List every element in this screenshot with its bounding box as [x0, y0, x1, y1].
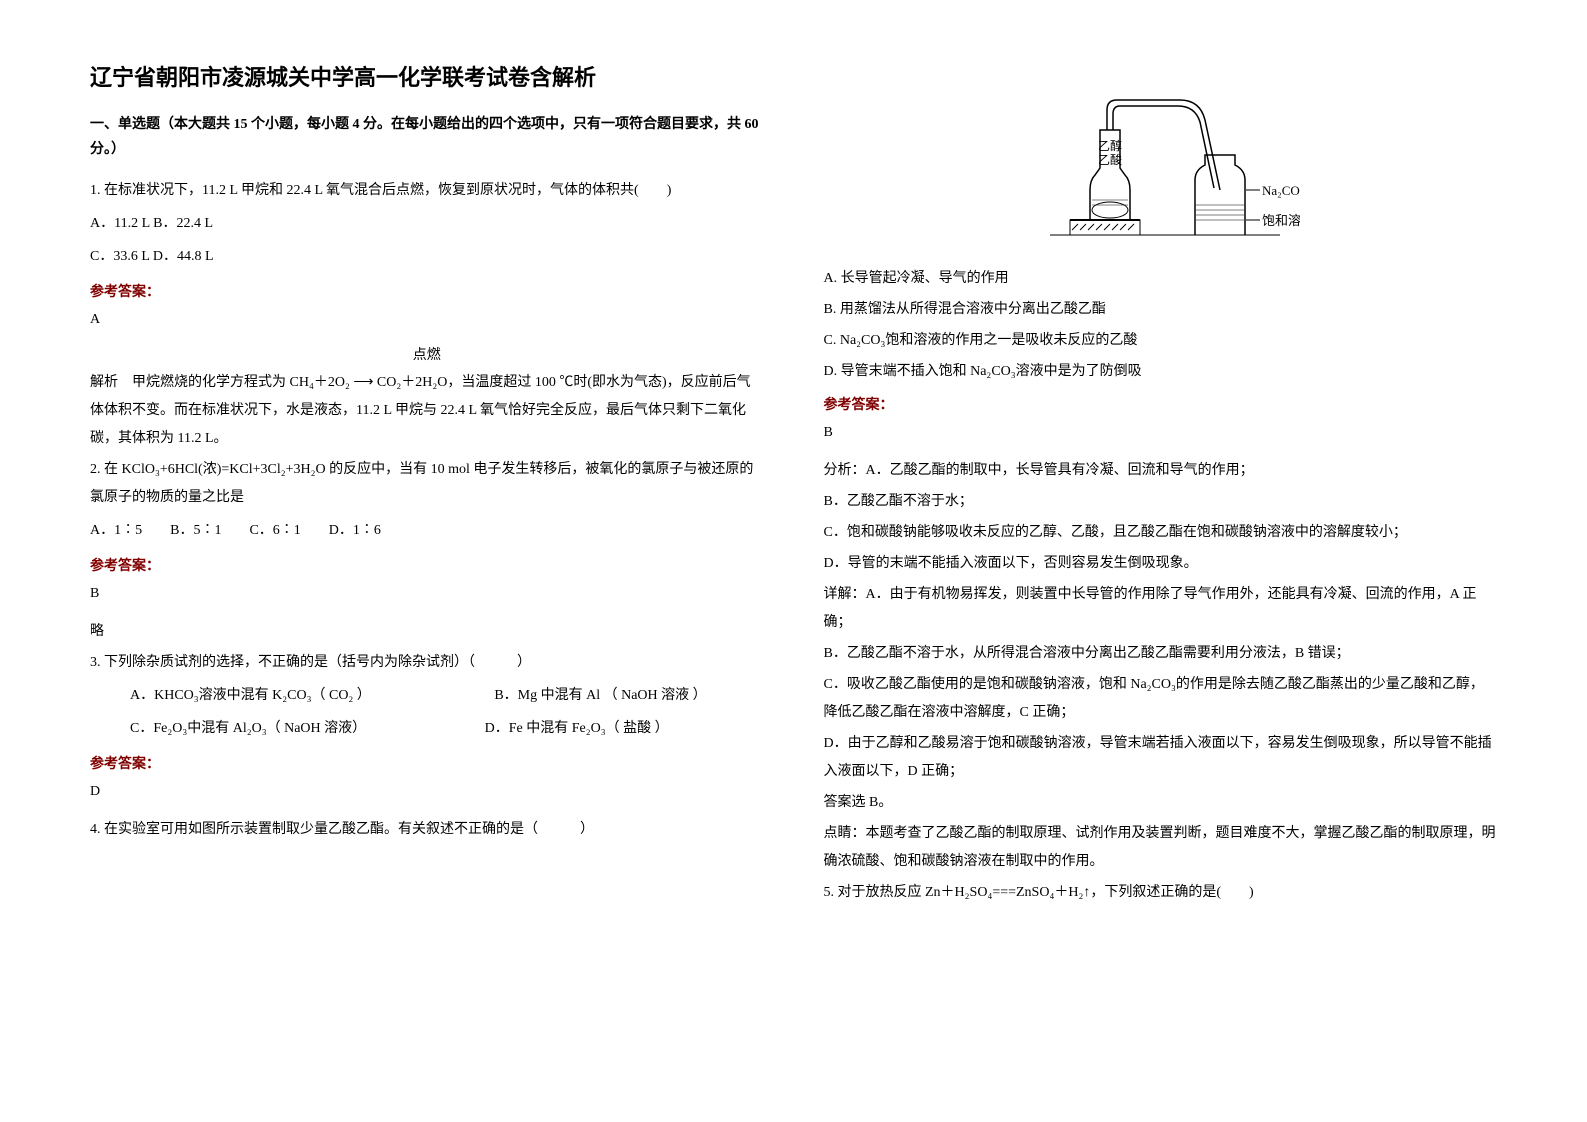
q1-text: 1. 在标准状况下，11.2 L 甲烷和 22.4 L 氧气混合后点燃，恢复到原…	[90, 177, 764, 205]
q4-opt-a: A. 长导管起冷凝、导气的作用	[824, 265, 1498, 293]
left-column: 辽宁省朝阳市凌源城关中学高一化学联考试卷含解析 一、单选题（本大题共 15 个小…	[90, 60, 764, 1062]
q2-note: 略	[90, 618, 764, 646]
q2-opts: A．1∶5 B．5∶1 C．6∶1 D．1∶6	[90, 517, 764, 545]
apparatus-diagram: 乙醇 乙酸 Na₂CO₃ 饱和溶液	[824, 60, 1498, 250]
q4-opt-b: B. 用蒸馏法从所得混合溶液中分离出乙酸乙酯	[824, 296, 1498, 324]
q4-analysis-9: 答案选 B。	[824, 789, 1498, 817]
q4-analysis-8: D．由于乙醇和乙酸易溶于饱和碳酸钠溶液，导管末端若插入液面以下，容易发生倒吸现象…	[824, 730, 1498, 786]
svg-text:饱和溶液: 饱和溶液	[1262, 213, 1300, 228]
q4-analysis-5: 详解：A．由于有机物易挥发，则装置中长导管的作用除了导气作用外，还能具有冷凝、回…	[824, 581, 1498, 637]
svg-text:Na₂CO₃: Na₂CO₃	[1262, 183, 1300, 198]
q3-text: 3. 下列除杂质试剂的选择，不正确的是（括号内为除杂试剂）（ ）	[90, 649, 764, 677]
q3-answer-label: 参考答案：	[90, 753, 764, 773]
q1-explain: 解析 甲烷燃烧的化学方程式为 CH₄＋2O₂ ⟶ CO₂＋2H₂O，当温度超过 …	[90, 369, 764, 453]
q2-answer-label: 参考答案：	[90, 555, 764, 575]
right-column: 乙醇 乙酸 Na₂CO₃ 饱和溶液 A. 长导管起冷凝、导气的作用 B. 用蒸馏…	[824, 60, 1498, 1062]
svg-text:乙酸: 乙酸	[1098, 152, 1122, 167]
q3-row2: C．Fe₂O₃中混有 Al₂O₃（ NaOH 溶液） D．Fe 中混有 Fe₂O…	[90, 715, 764, 743]
diagram-svg: 乙醇 乙酸 Na₂CO₃ 饱和溶液	[1020, 60, 1300, 250]
q4-text: 4. 在实验室可用如图所示装置制取少量乙酸乙酯。有关叙述不正确的是（ ）	[90, 816, 764, 844]
q3-answer: D	[90, 778, 764, 806]
q4-answer-label: 参考答案：	[824, 394, 1498, 414]
q4-analysis-7: C．吸收乙酸乙酯使用的是饱和碳酸钠溶液，饱和 Na₂CO₃的作用是除去随乙酸乙酯…	[824, 671, 1498, 727]
q4-analysis-2: B．乙酸乙酯不溶于水；	[824, 488, 1498, 516]
main-title: 辽宁省朝阳市凌源城关中学高一化学联考试卷含解析	[90, 60, 764, 92]
q5-text: 5. 对于放热反应 Zn＋H₂SO₄===ZnSO₄＋H₂↑，下列叙述正确的是(…	[824, 879, 1498, 907]
q1-answer: A	[90, 306, 764, 334]
q1-opt-ab: A．11.2 L B．22.4 L	[90, 210, 764, 238]
q3-row1: A．KHCO₃溶液中混有 K₂CO₃（ CO₂ ） B．Mg 中混有 Al （ …	[90, 682, 764, 710]
section-header: 一、单选题（本大题共 15 个小题，每小题 4 分。在每小题给出的四个选项中，只…	[90, 112, 764, 162]
q3-opt-b: B．Mg 中混有 Al （ NaOH 溶液 ）	[494, 688, 706, 703]
q1-answer-label: 参考答案：	[90, 281, 764, 301]
q4-answer: B	[824, 419, 1498, 447]
q3-opt-c: C．Fe₂O₃中混有 Al₂O₃（ NaOH 溶液）	[130, 721, 366, 736]
q3-opt-d: D．Fe 中混有 Fe₂O₃（ 盐酸 ）	[485, 721, 669, 736]
q4-analysis-3: C．饱和碳酸钠能够吸收未反应的乙醇、乙酸，且乙酸乙酯在饱和碳酸钠溶液中的溶解度较…	[824, 519, 1498, 547]
q4-opt-c: C. Na₂CO₃饱和溶液的作用之一是吸收未反应的乙酸	[824, 327, 1498, 355]
q4-opt-d: D. 导管末端不插入饱和 Na₂CO₃溶液中是为了防倒吸	[824, 358, 1498, 386]
q2-answer: B	[90, 580, 764, 608]
q4-analysis-1: 分析：A．乙酸乙酯的制取中，长导管具有冷凝、回流和导气的作用；	[824, 457, 1498, 485]
q1-opt-cd: C．33.6 L D．44.8 L	[90, 243, 764, 271]
q4-analysis-4: D．导管的末端不能插入液面以下，否则容易发生倒吸现象。	[824, 550, 1498, 578]
q2-text: 2. 在 KClO₃+6HCl(浓)=KCl+3Cl₂+3H₂O 的反应中，当有…	[90, 456, 764, 512]
q4-analysis-6: B．乙酸乙酯不溶于水，从所得混合溶液中分离出乙酸乙酯需要利用分液法，B 错误；	[824, 640, 1498, 668]
svg-text:乙醇: 乙醇	[1098, 138, 1122, 153]
q4-analysis-10: 点睛：本题考查了乙酸乙酯的制取原理、试剂作用及装置判断，题目难度不大，掌握乙酸乙…	[824, 820, 1498, 876]
q3-opt-a: A．KHCO₃溶液中混有 K₂CO₃（ CO₂ ）	[130, 688, 371, 703]
q1-center: 点燃	[90, 344, 764, 364]
